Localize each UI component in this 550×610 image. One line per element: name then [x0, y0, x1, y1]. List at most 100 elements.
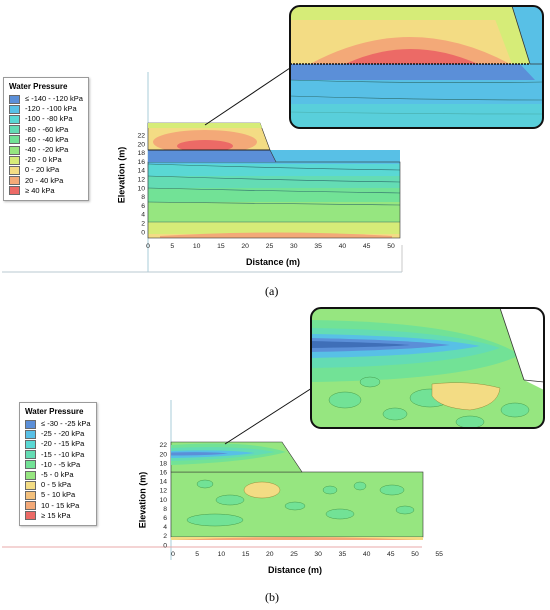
legend-swatch	[25, 440, 36, 449]
y-tick-label: 10	[137, 185, 145, 192]
zoom-inset-b	[310, 307, 545, 429]
y-tick-label: 22	[137, 133, 145, 140]
x-tick-label: 10	[218, 551, 226, 558]
legend-swatch	[25, 470, 36, 480]
legend-label: -25 - -20 kPa	[41, 429, 85, 439]
x-tick-label: 25	[290, 551, 298, 558]
x-tick-label: 30	[290, 243, 298, 250]
x-tick-label: 5	[170, 243, 174, 250]
legend-swatch	[25, 419, 36, 429]
x-tick-label: 15	[217, 243, 225, 250]
y-tick-label: 18	[137, 150, 145, 157]
legend-label: -120 - -100 kPa	[25, 104, 77, 114]
legend-item: 20 - 40 kPa	[9, 176, 83, 186]
y-tick-label: 16	[159, 470, 167, 477]
legend-swatch	[9, 145, 20, 155]
legend-title: Water Pressure	[25, 407, 84, 416]
x-tick-label: 30	[314, 551, 322, 558]
y-tick-label: 6	[141, 203, 145, 210]
y-tick-label: 20	[137, 141, 145, 148]
legend-item: -15 - -10 kPa	[25, 450, 91, 460]
legend-swatch	[9, 125, 20, 135]
panel-b-ticks: 0 5 10 15 20 25 30 35 40 45 50 55 0 2 4 6 8 10 12 14 16 18 20 2…	[159, 442, 443, 558]
legend-swatch	[25, 501, 36, 511]
legend-swatch	[25, 480, 36, 490]
legend-swatch	[9, 176, 20, 186]
legend-swatch	[9, 166, 20, 176]
legend-item: -20 - 0 kPa	[9, 155, 83, 165]
legend-swatch	[9, 115, 20, 124]
y-tick-label: 14	[137, 168, 145, 175]
legend-label: ≤ -140 - -120 kPa	[25, 94, 83, 103]
legend-label: -10 - -5 kPa	[41, 459, 81, 469]
x-tick-label: 15	[242, 551, 250, 558]
x-tick-label: 55	[435, 551, 443, 558]
legend-label: -20 - 0 kPa	[25, 155, 62, 165]
legend-item: 0 - 5 kPa	[25, 480, 91, 490]
legend-swatch	[25, 491, 36, 501]
legend-label: 0 - 20 kPa	[25, 165, 60, 175]
x-tick-label: 45	[363, 243, 371, 250]
legend-item: 10 - 15 kPa	[25, 501, 91, 511]
legend-title: Water Pressure	[9, 82, 68, 91]
legend-label: -15 - -10 kPa	[41, 449, 85, 459]
legend-item: 5 - 10 kPa	[25, 490, 91, 501]
x-tick-label: 5	[195, 551, 199, 558]
model-a-embankment	[147, 122, 277, 163]
legend-label: -40 - -20 kPa	[25, 145, 69, 155]
x-tick-label: 40	[363, 551, 371, 558]
legend-item: -20 - -15 kPa	[25, 439, 91, 449]
y-tick-label: 12	[159, 488, 167, 495]
legend-label: 20 - 40 kPa	[25, 175, 64, 185]
legend-label: -100 - -80 kPa	[25, 114, 73, 124]
legend-item: ≥ 40 kPa	[9, 186, 83, 196]
legend-swatch	[25, 429, 36, 439]
legend-item: 0 - 20 kPa	[9, 165, 83, 176]
x-tick-label: 10	[193, 243, 201, 250]
legend-label: -80 - -60 kPa	[25, 124, 69, 134]
legend-swatch	[9, 155, 20, 165]
y-tick-label: 16	[137, 159, 145, 166]
x-tick-label: 20	[241, 243, 249, 250]
legend-swatch	[9, 104, 20, 114]
legend-item: -10 - -5 kPa	[25, 460, 91, 470]
model-b-lower-body	[170, 471, 424, 540]
y-tick-label: 8	[141, 194, 145, 201]
y-tick-label: 4	[141, 212, 145, 219]
y-tick-label: 14	[159, 479, 167, 486]
panel-a: 0 5 10 15 20 25 30 35 40 45 50 0 2 4 6 8 10 12 14 16 18 20 22 …	[0, 0, 550, 300]
y-tick-label: 8	[163, 506, 167, 513]
zoom-inset-a	[289, 5, 544, 129]
y-tick-label: 22	[159, 442, 167, 449]
y-tick-label: 0	[141, 229, 145, 236]
legend-item: ≥ 15 kPa	[25, 511, 91, 521]
legend-item: -40 - -20 kPa	[9, 145, 83, 155]
legend-item: ≤ -140 - -120 kPa	[9, 94, 83, 104]
legend-a: Water Pressure ≤ -140 - -120 kPa -120 - -…	[3, 77, 89, 202]
legend-label: 5 - 10 kPa	[41, 490, 76, 500]
panel-b-drawing: 0 5 10 15 20 25 30 35 40 45 50 55 0 2 4 6 8 10 12 14 16 18 20 2…	[2, 307, 545, 560]
legend-item: -5 - 0 kPa	[25, 470, 91, 480]
legend-label: 0 - 5 kPa	[41, 480, 72, 490]
y-tick-label: 2	[141, 221, 145, 228]
legend-swatch	[25, 511, 36, 521]
y-tick-label: 20	[159, 451, 167, 458]
x-tick-label: 0	[171, 551, 175, 558]
panel-b: 0 5 10 15 20 25 30 35 40 45 50 55 0 2 4 6 8 10 12 14 16 18 20 2…	[0, 300, 550, 610]
y-tick-label: 6	[163, 515, 167, 522]
legend-swatch	[25, 460, 36, 470]
legend-swatch	[9, 186, 20, 196]
x-tick-label: 35	[339, 551, 347, 558]
x-tick-label: 50	[411, 551, 419, 558]
legend-label: -20 - -15 kPa	[41, 439, 85, 449]
legend-label: -5 - 0 kPa	[41, 470, 74, 480]
x-tick-label: 25	[266, 243, 274, 250]
x-axis-title: Distance (m)	[268, 565, 323, 575]
legend-item: ≤ -30 - -25 kPa	[25, 419, 91, 429]
x-axis-title: Distance (m)	[246, 257, 301, 267]
legend-b: Water Pressure ≤ -30 - -25 kPa -25 - -20 …	[19, 402, 97, 527]
x-tick-label: 35	[314, 243, 322, 250]
x-tick-label: 50	[387, 243, 395, 250]
